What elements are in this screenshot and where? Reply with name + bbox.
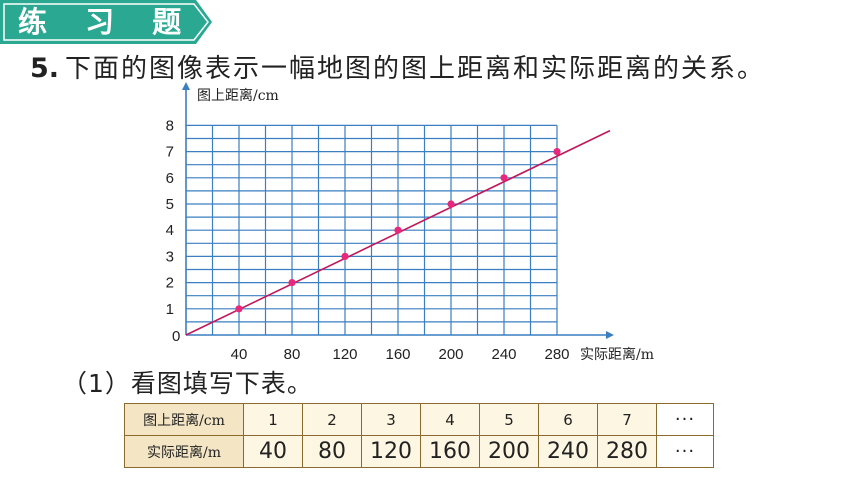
y-tick-label: 4 bbox=[166, 222, 174, 239]
sub-question: （1）看图填写下表。 bbox=[62, 369, 313, 398]
problem-statement: 5. 下面的图像表示一幅地图的图上距离和实际距离的关系。 bbox=[30, 48, 765, 85]
y-axis-label: 图上距离/cm bbox=[197, 87, 279, 104]
x-tick-label: 280 bbox=[544, 346, 569, 363]
table-cell: 200 bbox=[479, 435, 539, 468]
chart-tick-labels: 40 80 120 160 200 240 280 1 2 3 4 5 6 7 8 bbox=[166, 117, 570, 363]
table-cell: 160 bbox=[420, 435, 480, 468]
data-point bbox=[394, 226, 402, 234]
table-cell: 120 bbox=[361, 435, 421, 468]
table-cell: 40 bbox=[243, 435, 303, 468]
y-axis-arrow bbox=[182, 82, 190, 90]
chart-series bbox=[185, 129, 611, 336]
chart-axes bbox=[182, 82, 614, 339]
banner-title: 练 习 题 bbox=[18, 5, 196, 39]
table-cell: 5 bbox=[479, 403, 539, 436]
origin-label: 0 bbox=[172, 328, 180, 345]
table-cell: 1 bbox=[243, 403, 303, 436]
x-tick-label: 240 bbox=[491, 346, 516, 363]
y-tick-label: 3 bbox=[166, 248, 174, 265]
problem-number: 5. bbox=[30, 53, 60, 84]
y-tick-label: 2 bbox=[166, 275, 174, 292]
table-cell: 280 bbox=[597, 435, 657, 468]
y-tick-label: 8 bbox=[166, 117, 174, 134]
x-tick-label: 80 bbox=[284, 346, 301, 363]
row-header-map-distance: 图上距离/cm bbox=[124, 403, 244, 436]
table-cell: 240 bbox=[538, 435, 598, 468]
table-cell: 4 bbox=[420, 403, 480, 436]
table-row-actual-distance: 实际距离/m 40 80 120 160 200 240 280 ··· bbox=[124, 435, 714, 468]
data-point bbox=[288, 279, 296, 287]
chart-grid bbox=[186, 124, 558, 335]
table-cell: 80 bbox=[302, 435, 362, 468]
table-cell: 2 bbox=[302, 403, 362, 436]
banner-shape bbox=[0, 0, 212, 44]
x-axis-arrow bbox=[606, 331, 614, 339]
x-tick-label: 40 bbox=[231, 346, 248, 363]
data-point bbox=[500, 174, 508, 182]
data-point bbox=[341, 252, 349, 260]
x-tick-label: 200 bbox=[438, 346, 463, 363]
data-point bbox=[447, 200, 455, 208]
table-ellipsis: ··· bbox=[656, 403, 714, 436]
y-tick-label: 1 bbox=[166, 301, 174, 318]
table-cell: 7 bbox=[597, 403, 657, 436]
x-tick-label: 120 bbox=[332, 346, 357, 363]
table-row-map-distance: 图上距离/cm 1 2 3 4 5 6 7 ··· bbox=[124, 403, 714, 436]
data-point bbox=[235, 305, 243, 313]
row-header-actual-distance: 实际距离/m bbox=[124, 435, 244, 468]
y-tick-label: 5 bbox=[166, 196, 174, 213]
problem-text: 下面的图像表示一幅地图的图上距离和实际距离的关系。 bbox=[65, 54, 766, 84]
y-tick-label: 6 bbox=[166, 170, 174, 187]
y-tick-label: 7 bbox=[166, 144, 174, 161]
distance-table: 图上距离/cm 1 2 3 4 5 6 7 ··· 实际距离/m 40 80 1… bbox=[124, 403, 714, 468]
table-cell: 6 bbox=[538, 403, 598, 436]
x-tick-label: 160 bbox=[385, 346, 410, 363]
x-axis-label: 实际距离/m bbox=[580, 346, 654, 363]
table-ellipsis: ··· bbox=[656, 435, 714, 468]
exercise-banner: 练 习 题 bbox=[0, 0, 212, 44]
data-point bbox=[553, 148, 561, 156]
table-cell: 3 bbox=[361, 403, 421, 436]
